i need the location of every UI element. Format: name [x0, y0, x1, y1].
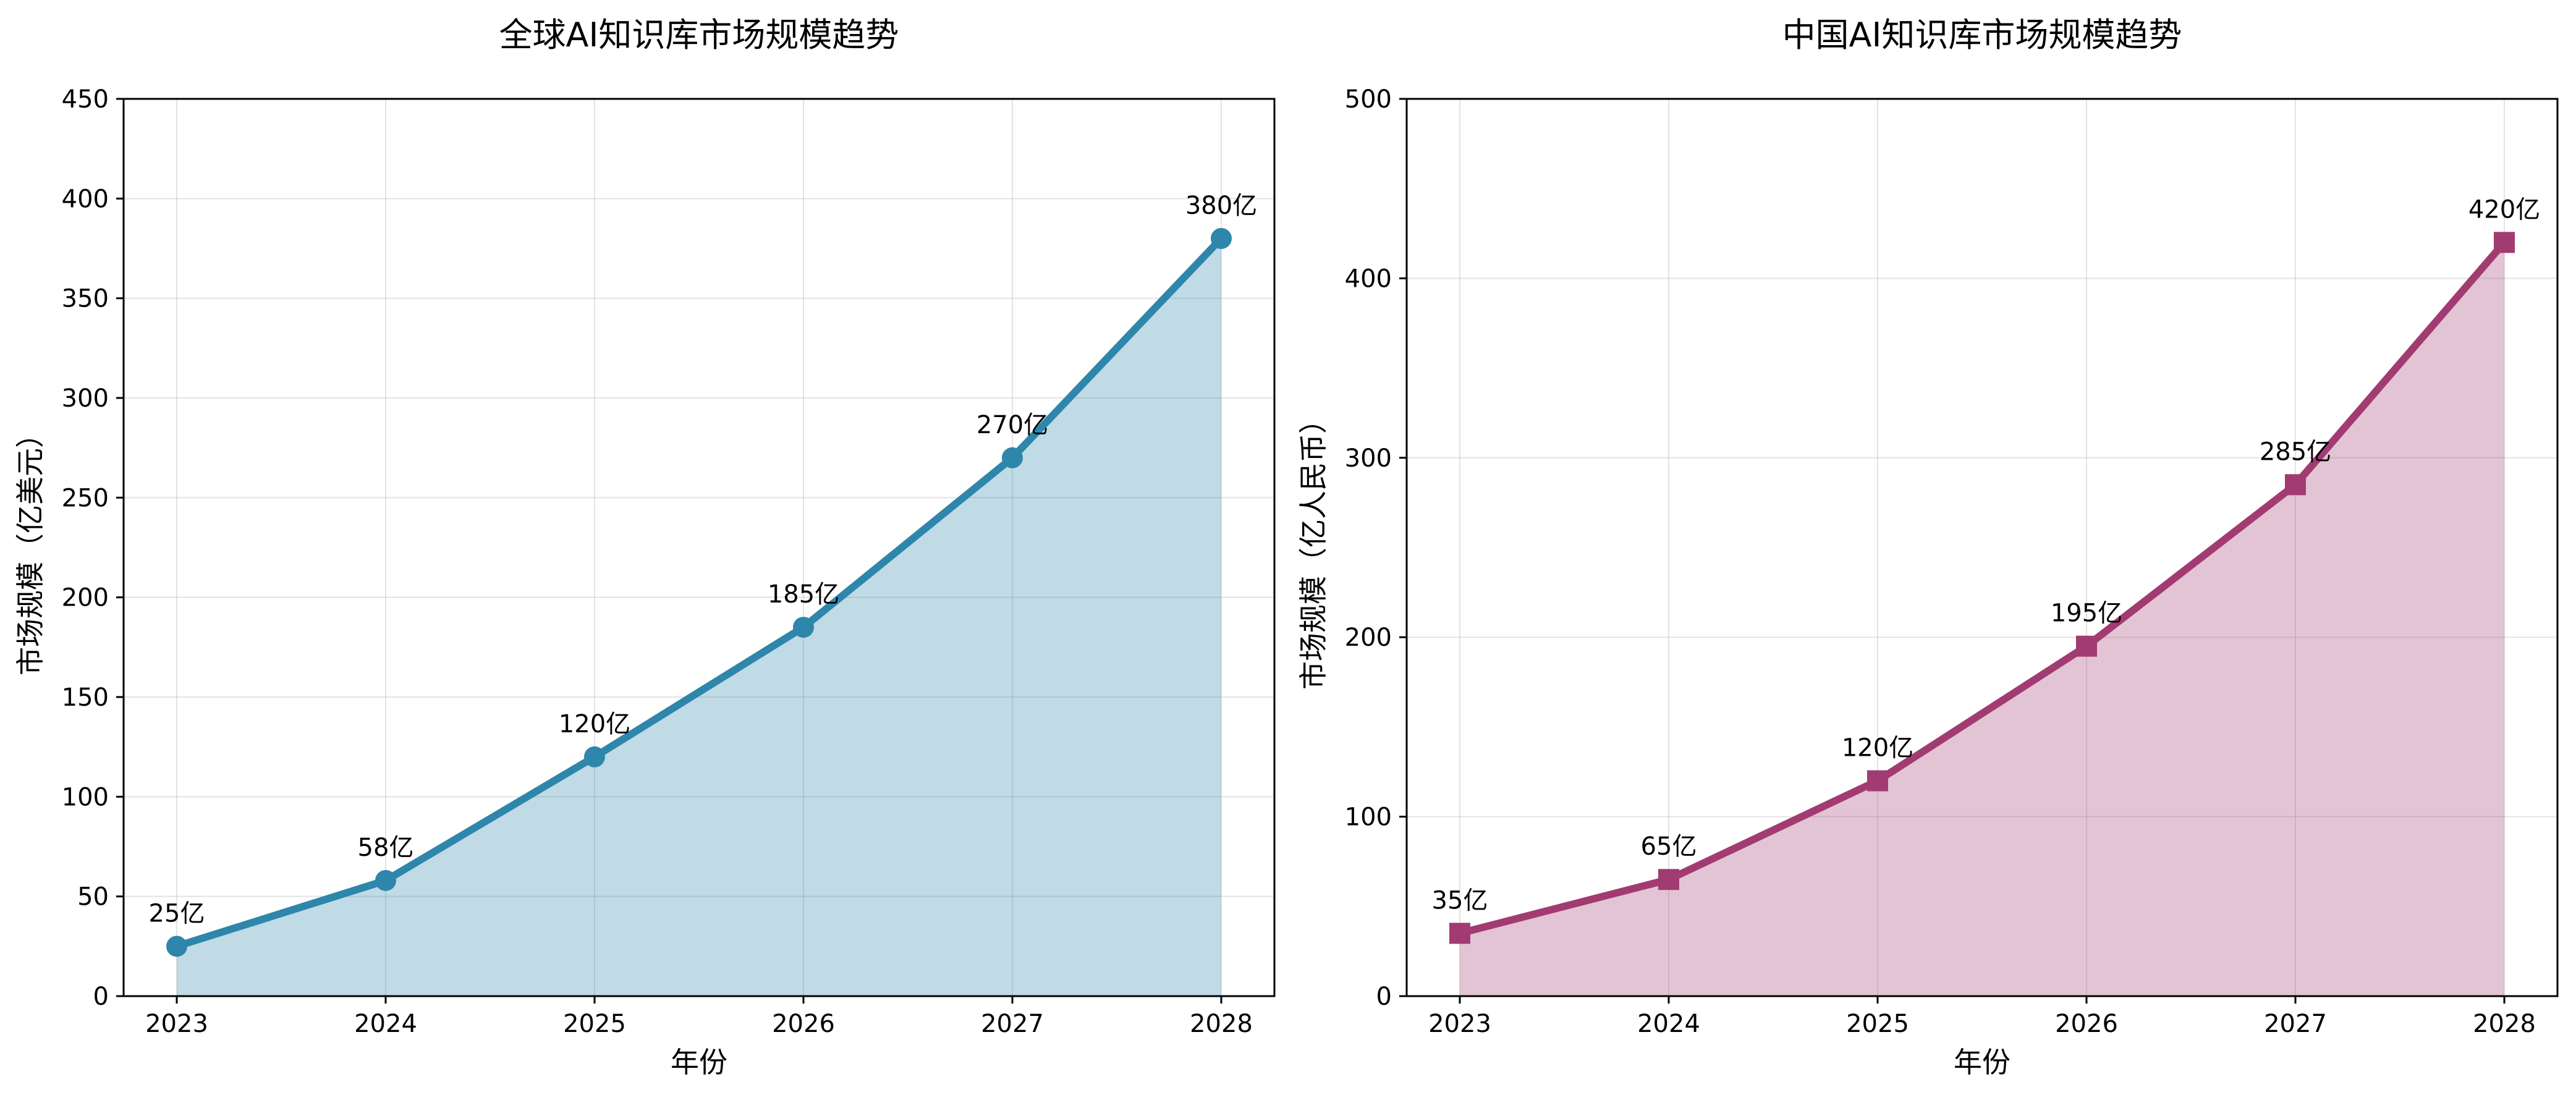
data-point-marker: [1658, 869, 1679, 890]
series-line: [176, 235, 1224, 950]
data-label: 185亿: [768, 580, 839, 609]
y-tick-label: 100: [62, 783, 109, 811]
y-tick-label: 0: [93, 983, 109, 1011]
data-point-marker: [1449, 923, 1470, 944]
y-tick-label: 400: [62, 185, 109, 213]
data-point-marker: [166, 936, 187, 957]
data-point-marker: [1002, 447, 1023, 468]
y-tick-label: 500: [1345, 85, 1392, 114]
series-line: [1459, 240, 2507, 937]
area-fill: [1460, 242, 2504, 996]
data-label: 65亿: [1641, 832, 1697, 861]
x-tick-label: 2028: [1190, 1010, 1253, 1038]
data-point-marker: [1211, 227, 1232, 249]
x-tick-label: 2026: [2055, 1010, 2118, 1038]
data-label: 35亿: [1432, 886, 1488, 915]
y-tick-label: 0: [1376, 983, 1392, 1011]
data-label: 380亿: [1185, 192, 1257, 220]
global-chart-panel: 25亿 58亿 120亿 185亿 270亿 380亿 0 50 100 150 200 250 300…: [14, 15, 1276, 1079]
y-axis-label: 市场规模（亿美元）: [14, 420, 47, 675]
data-label: 120亿: [559, 710, 630, 738]
x-tick-label: 2027: [2264, 1010, 2327, 1038]
data-point-marker: [1867, 770, 1888, 792]
data-point-marker: [793, 617, 814, 638]
data-point-marker: [2076, 635, 2097, 657]
axes-frame: [1405, 98, 2559, 997]
y-tick-label: 50: [77, 883, 109, 911]
y-tick-label: 100: [1345, 803, 1392, 832]
y-tick-label: 250: [62, 484, 109, 512]
x-axis-label: 年份: [1954, 1046, 2010, 1079]
x-tick-label: 2026: [772, 1010, 835, 1038]
y-tick-label: 200: [62, 584, 109, 612]
x-tick-label: 2023: [145, 1010, 208, 1038]
x-tick-label: 2027: [981, 1010, 1044, 1038]
data-point-marker: [2494, 232, 2515, 253]
y-axis-label: 市场规模（亿人民币）: [1297, 405, 1330, 690]
y-tick-label: 400: [1345, 264, 1392, 293]
area-fill: [177, 238, 1221, 996]
x-tick-label: 2025: [1846, 1010, 1909, 1038]
chart-title: 全球AI知识库市场规模趋势: [499, 15, 899, 54]
x-tick-label: 2025: [563, 1010, 626, 1038]
y-tick-label: 300: [1345, 444, 1392, 473]
data-point-marker: [2285, 474, 2306, 496]
data-point-marker: [584, 746, 605, 767]
china-chart-panel: 35亿 65亿 120亿 195亿 285亿 420亿 0 100 200 300 400 500 20…: [1297, 15, 2559, 1079]
data-label: 195亿: [2051, 599, 2122, 628]
axes-frame: [122, 98, 1276, 997]
data-label: 270亿: [977, 411, 1048, 439]
y-tick-label: 450: [62, 85, 109, 114]
y-tick-label: 200: [1345, 624, 1392, 652]
y-tick-label: 150: [62, 683, 109, 712]
x-tick-label: 2023: [1428, 1010, 1491, 1038]
y-tick-label: 300: [62, 384, 109, 413]
data-point-marker: [375, 869, 396, 891]
x-axis-label: 年份: [671, 1046, 727, 1079]
x-tick-label: 2024: [354, 1010, 417, 1038]
data-label: 420亿: [2468, 195, 2540, 224]
chart-title: 中国AI知识库市场规模趋势: [1782, 15, 2182, 54]
data-label: 58亿: [358, 834, 414, 862]
data-label: 25亿: [149, 899, 205, 928]
data-label: 120亿: [1842, 734, 1913, 763]
x-tick-label: 2024: [1637, 1010, 1700, 1038]
data-label: 285亿: [2260, 438, 2331, 466]
x-tick-label: 2028: [2473, 1010, 2536, 1038]
y-tick-label: 350: [62, 285, 109, 313]
